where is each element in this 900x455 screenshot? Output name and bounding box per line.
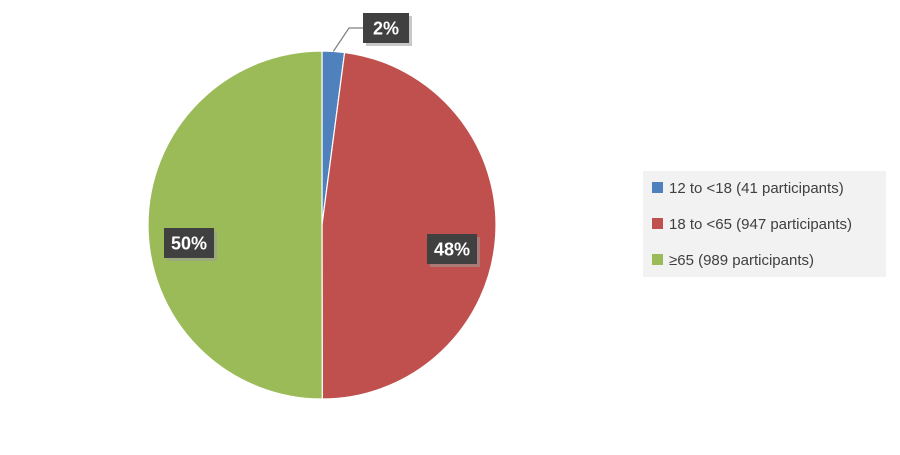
data-labels: 2% 48% 50% <box>164 13 480 267</box>
data-label-box <box>164 228 214 258</box>
legend-entry-65-989-participants: ≥65 (989 participants) <box>652 252 814 269</box>
data-label-text: 2% <box>373 19 399 39</box>
legend-label: 18 to <65 (947 participants) <box>669 216 852 233</box>
pie-slices <box>147 50 497 400</box>
data-label-text: 50% <box>171 234 207 254</box>
legend-swatch <box>652 182 663 193</box>
data-label-text: 48% <box>434 240 470 260</box>
leader-line-12-to-18-41-participants <box>332 27 363 52</box>
legend-label: 12 to <18 (41 participants) <box>669 180 844 197</box>
legend-swatch <box>652 218 663 229</box>
data-label-box <box>427 234 477 264</box>
data-label-12-to-18-41-participants: 2% <box>363 13 412 46</box>
legend-entry-12-to-18-41-participants: 12 to <18 (41 participants) <box>652 180 844 197</box>
data-label-65-989-participants: 50% <box>164 228 217 261</box>
legend-label: ≥65 (989 participants) <box>669 252 814 269</box>
data-label-18-to-65-947-participants: 48% <box>427 234 480 267</box>
pie-slice-65-989-participants <box>147 50 323 400</box>
data-label-box <box>363 13 409 43</box>
leader-lines <box>332 27 363 52</box>
legend-swatch <box>652 254 663 265</box>
legend-box <box>643 171 886 277</box>
pie-slice-18-to-65-947-participants <box>321 51 497 400</box>
legend: 12 to <18 (41 participants) 18 to <65 (94… <box>643 171 886 277</box>
legend-entry-18-to-65-947-participants: 18 to <65 (947 participants) <box>652 216 852 233</box>
